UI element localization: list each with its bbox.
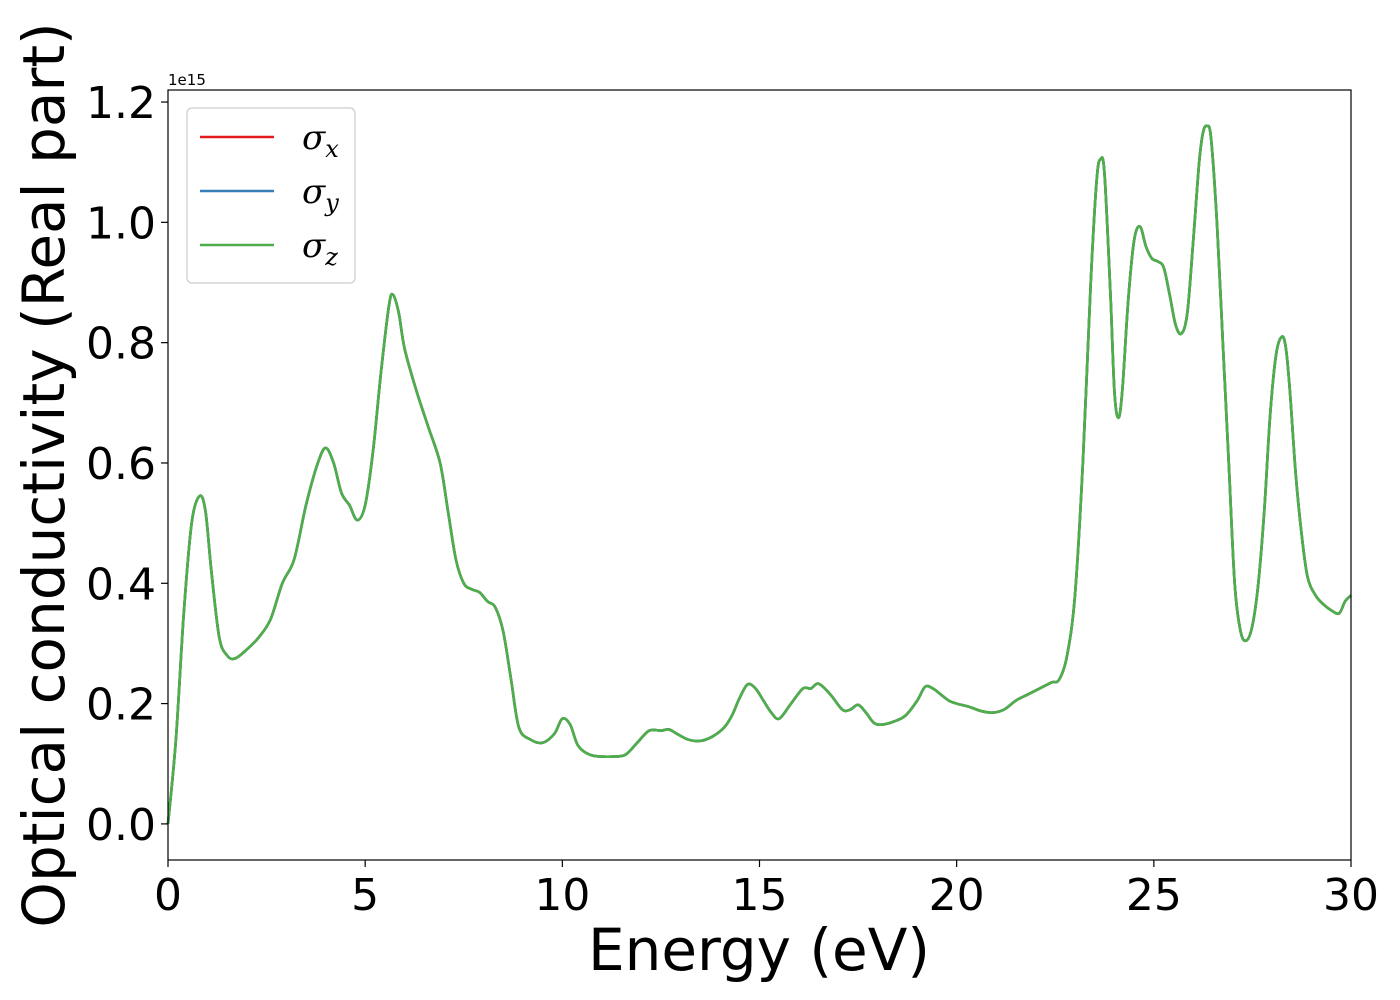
y-tick-label: 0.8 — [86, 319, 156, 370]
series-line-z — [166, 124, 1352, 825]
y-tick-label: 1.0 — [86, 198, 156, 249]
y-axis-offset-label: 1e15 — [168, 71, 206, 89]
legend-frame — [186, 107, 356, 284]
legend-label-z: σz — [302, 226, 338, 271]
x-tick-label: 0 — [154, 870, 182, 921]
x-tick-label: 25 — [1126, 870, 1182, 921]
y-tick-label: 0.2 — [86, 680, 156, 731]
y-axis-title: Optical conductivity (Real part) — [10, 22, 78, 927]
y-tick-label: 0.6 — [86, 439, 156, 490]
y-tick-label: 0.0 — [86, 800, 156, 851]
series-layer — [166, 124, 1352, 825]
x-tick-label: 15 — [732, 870, 788, 921]
x-axis-ticks: 0 5 10 15 20 25 30 — [154, 860, 1379, 921]
x-tick-label: 10 — [534, 870, 590, 921]
x-axis-title: Energy (eV) — [588, 916, 930, 984]
x-tick-label: 5 — [351, 870, 379, 921]
y-tick-label: 0.4 — [86, 559, 156, 610]
y-tick-label: 1.2 — [86, 78, 156, 129]
y-axis-ticks: 0.0 0.2 0.4 0.6 0.8 1.0 1.2 — [86, 78, 168, 851]
x-tick-label: 20 — [929, 870, 985, 921]
x-tick-label: 30 — [1323, 870, 1379, 921]
